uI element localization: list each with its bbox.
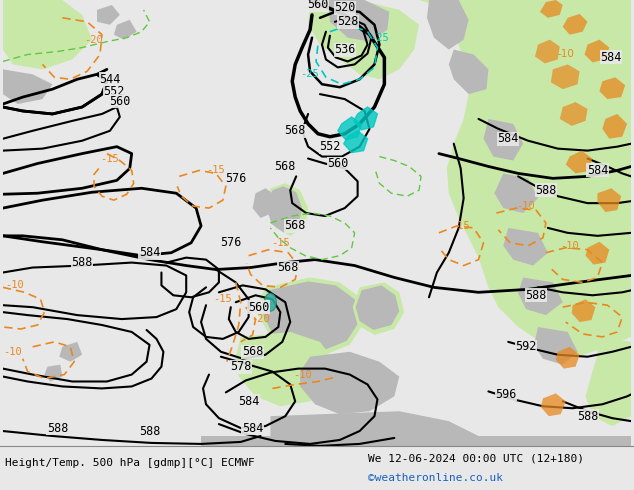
Text: 560: 560 [307, 0, 328, 11]
Polygon shape [353, 282, 404, 335]
Polygon shape [586, 337, 631, 426]
Polygon shape [518, 277, 563, 315]
Polygon shape [328, 0, 389, 42]
Polygon shape [541, 393, 566, 416]
Text: 584: 584 [586, 164, 608, 177]
Polygon shape [560, 102, 588, 126]
Polygon shape [271, 411, 479, 446]
Text: -10: -10 [6, 280, 24, 291]
Text: 578: 578 [230, 360, 252, 373]
Polygon shape [252, 188, 275, 218]
Polygon shape [585, 40, 609, 62]
Polygon shape [97, 5, 120, 25]
Text: 560: 560 [248, 301, 269, 314]
Text: 588: 588 [535, 184, 557, 197]
Polygon shape [262, 281, 359, 352]
Text: -15: -15 [101, 153, 119, 164]
Polygon shape [602, 114, 627, 139]
Text: -15: -15 [271, 238, 290, 248]
Text: 536: 536 [334, 43, 356, 56]
Polygon shape [60, 342, 82, 362]
Text: 588: 588 [47, 421, 68, 435]
Text: 576: 576 [220, 236, 242, 249]
Polygon shape [572, 299, 595, 322]
Polygon shape [356, 285, 399, 330]
Polygon shape [427, 0, 469, 49]
Polygon shape [114, 20, 137, 40]
Text: -15: -15 [214, 294, 232, 304]
Text: -10: -10 [517, 201, 536, 211]
Polygon shape [3, 0, 32, 30]
Text: -20: -20 [251, 314, 270, 324]
Polygon shape [236, 332, 335, 406]
Text: 584: 584 [139, 246, 160, 259]
Text: 588: 588 [526, 289, 547, 302]
Text: 588: 588 [72, 256, 93, 269]
Polygon shape [563, 14, 588, 35]
Polygon shape [354, 107, 377, 130]
Polygon shape [503, 228, 548, 266]
Text: -10: -10 [560, 241, 579, 251]
Polygon shape [449, 49, 488, 94]
Text: 520: 520 [334, 1, 356, 14]
Polygon shape [495, 173, 538, 213]
Text: -10: -10 [293, 369, 311, 380]
Text: 568: 568 [242, 345, 263, 358]
Polygon shape [556, 347, 579, 368]
Polygon shape [484, 119, 523, 161]
Polygon shape [259, 277, 365, 357]
Polygon shape [540, 0, 563, 18]
Polygon shape [44, 365, 62, 382]
Polygon shape [338, 117, 361, 140]
Text: -10: -10 [557, 49, 574, 59]
Text: 544: 544 [99, 73, 120, 86]
Text: -25: -25 [370, 33, 389, 43]
Text: 584: 584 [242, 421, 263, 435]
Text: 584: 584 [498, 132, 519, 145]
Text: 560: 560 [109, 95, 131, 108]
Text: 552: 552 [103, 85, 124, 98]
Polygon shape [201, 436, 631, 446]
Text: -20: -20 [85, 35, 103, 45]
Polygon shape [597, 188, 621, 212]
Text: 568: 568 [278, 261, 299, 274]
Text: -25: -25 [301, 69, 320, 79]
Polygon shape [268, 183, 308, 236]
Ellipse shape [264, 294, 276, 311]
Polygon shape [419, 0, 631, 357]
Text: Height/Temp. 500 hPa [gdmp][°C] ECMWF: Height/Temp. 500 hPa [gdmp][°C] ECMWF [5, 458, 255, 468]
Text: 596: 596 [496, 388, 517, 401]
Text: We 12-06-2024 00:00 UTC (12+180): We 12-06-2024 00:00 UTC (12+180) [368, 453, 584, 463]
Text: 576: 576 [225, 172, 247, 185]
Text: 568: 568 [285, 124, 306, 137]
Polygon shape [599, 77, 625, 99]
Text: 568: 568 [285, 220, 306, 232]
Polygon shape [268, 186, 302, 233]
Text: 552: 552 [319, 140, 340, 153]
Text: 588: 588 [139, 424, 160, 438]
Polygon shape [344, 131, 368, 152]
Polygon shape [300, 352, 399, 414]
Text: 592: 592 [515, 341, 537, 353]
Text: 560: 560 [327, 157, 349, 170]
Polygon shape [551, 64, 579, 89]
Polygon shape [3, 70, 53, 104]
Text: -15: -15 [207, 166, 225, 175]
Text: 588: 588 [577, 410, 598, 423]
Polygon shape [566, 150, 592, 173]
Text: -15: -15 [451, 221, 470, 231]
Polygon shape [535, 40, 560, 63]
Text: ©weatheronline.co.uk: ©weatheronline.co.uk [368, 473, 503, 483]
Text: 584: 584 [600, 51, 622, 64]
Polygon shape [308, 0, 419, 79]
Text: 568: 568 [275, 160, 296, 173]
Text: 528: 528 [337, 15, 358, 28]
Text: -10: -10 [3, 347, 22, 357]
Polygon shape [586, 242, 609, 265]
Polygon shape [3, 0, 92, 70]
Text: 584: 584 [238, 395, 259, 408]
Polygon shape [534, 327, 578, 365]
